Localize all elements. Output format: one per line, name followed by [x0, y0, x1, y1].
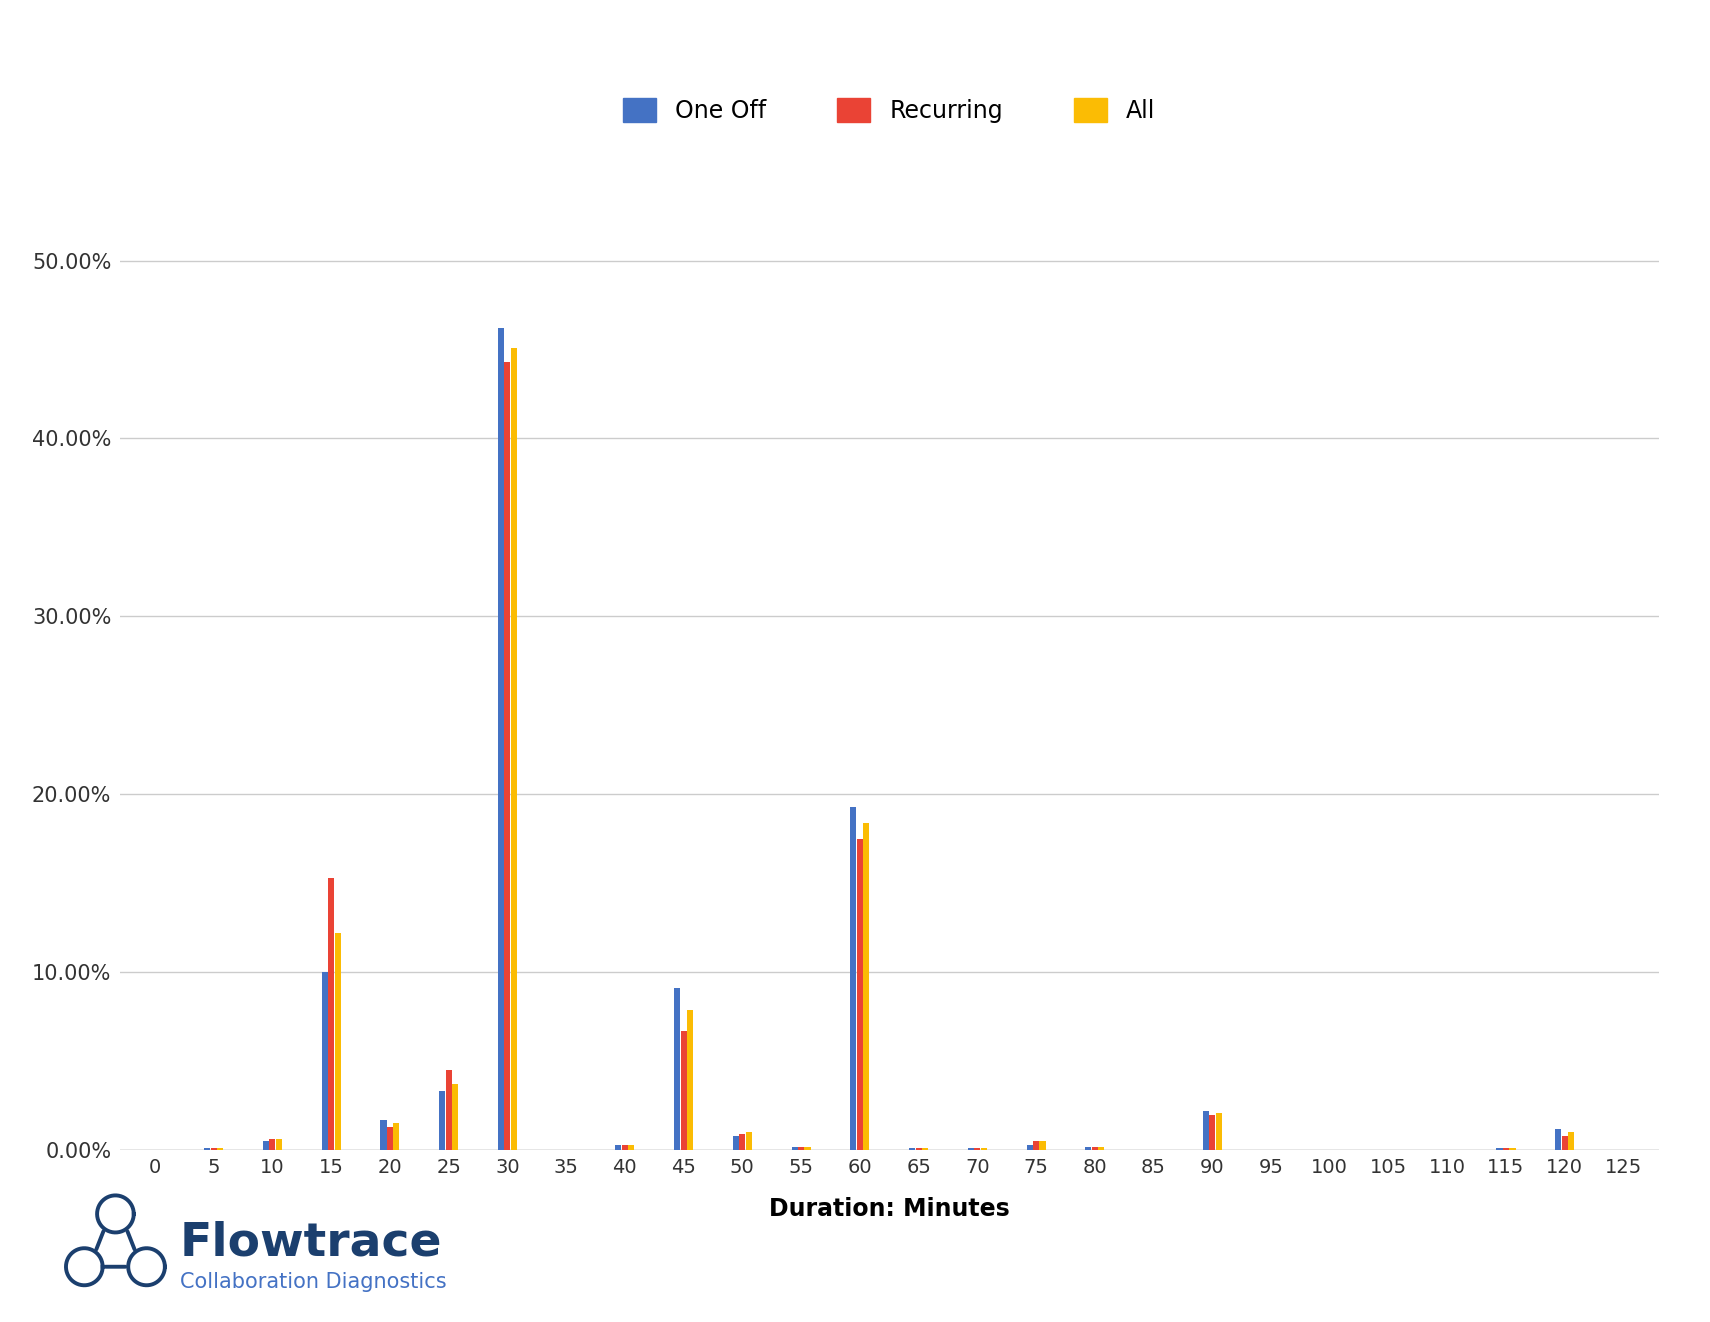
Bar — [616, 1145, 621, 1150]
Bar — [922, 1149, 929, 1150]
Bar — [799, 1146, 804, 1150]
Bar — [210, 1149, 217, 1150]
Bar — [850, 806, 857, 1150]
Bar — [263, 1141, 268, 1150]
Bar — [1026, 1145, 1033, 1150]
Bar — [1091, 1146, 1098, 1150]
Bar — [622, 1145, 628, 1150]
Bar — [1568, 1133, 1575, 1150]
Bar — [982, 1149, 987, 1150]
Bar — [270, 1140, 275, 1150]
Bar — [504, 362, 511, 1150]
Bar — [498, 328, 504, 1150]
Bar — [792, 1146, 797, 1150]
Legend: One Off, Recurring, All: One Off, Recurring, All — [612, 86, 1166, 135]
Bar — [857, 838, 864, 1150]
Bar — [1202, 1110, 1209, 1150]
Bar — [446, 1069, 451, 1150]
Bar — [1496, 1149, 1503, 1150]
Bar — [380, 1120, 386, 1150]
Bar — [386, 1128, 393, 1150]
Bar — [1033, 1141, 1040, 1150]
Bar — [864, 822, 869, 1150]
Text: Collaboration Diagnostics: Collaboration Diagnostics — [180, 1272, 446, 1293]
Bar — [1503, 1149, 1508, 1150]
Bar — [511, 348, 516, 1150]
Bar — [1098, 1146, 1105, 1150]
Bar — [804, 1146, 811, 1150]
Bar — [1216, 1113, 1223, 1150]
Bar — [1086, 1146, 1091, 1150]
Bar — [321, 972, 328, 1150]
Bar — [734, 1136, 739, 1150]
Bar — [203, 1149, 210, 1150]
Bar — [915, 1149, 922, 1150]
Text: Flowtrace: Flowtrace — [180, 1220, 443, 1265]
Bar — [1554, 1129, 1561, 1150]
Bar — [739, 1134, 746, 1150]
Bar — [275, 1140, 282, 1150]
Bar — [451, 1084, 458, 1150]
Bar — [1561, 1136, 1568, 1150]
Bar — [1040, 1141, 1045, 1150]
Bar — [217, 1149, 224, 1150]
Bar — [1510, 1149, 1515, 1150]
X-axis label: Duration: Minutes: Duration: Minutes — [770, 1196, 1009, 1222]
Bar — [393, 1124, 400, 1150]
Bar — [439, 1092, 445, 1150]
Bar — [687, 1010, 693, 1150]
Bar — [1209, 1114, 1216, 1150]
Bar — [328, 878, 333, 1150]
Bar — [681, 1031, 687, 1150]
Bar — [975, 1149, 980, 1150]
Bar — [746, 1133, 752, 1150]
Bar — [335, 933, 340, 1150]
Bar — [628, 1145, 634, 1150]
Bar — [910, 1149, 915, 1150]
Bar — [968, 1149, 975, 1150]
Bar — [674, 989, 681, 1150]
